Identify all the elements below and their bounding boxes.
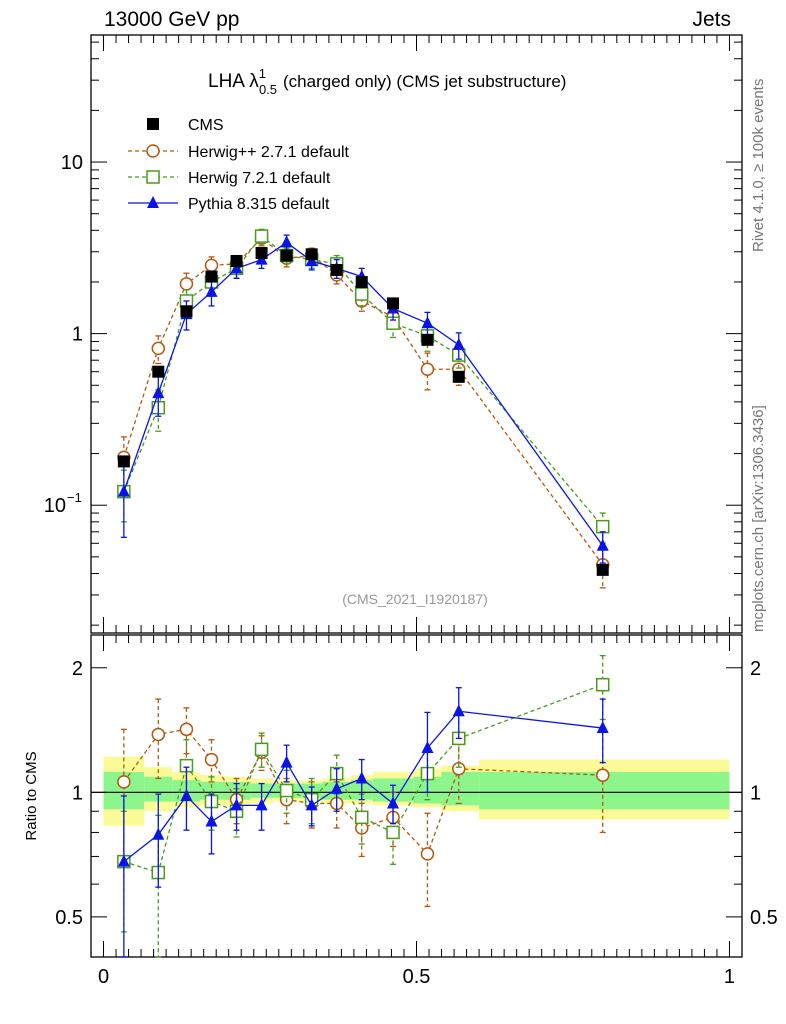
data-point — [305, 248, 318, 261]
legend-entry: Pythia 8.315 default — [128, 196, 330, 213]
title-sub: 0.5 — [259, 82, 277, 97]
data-point — [595, 519, 610, 534]
ratio-series-2 — [117, 687, 609, 958]
data-point — [330, 263, 343, 276]
ratio-y-tick-label: 0.5 — [55, 907, 83, 929]
data-point — [421, 316, 434, 329]
y-tick-label: 10 — [44, 495, 66, 517]
data-point — [205, 270, 218, 283]
ratio-data-point — [117, 775, 131, 789]
legend-marker — [146, 144, 160, 158]
ratio-data-point — [595, 768, 610, 782]
ratio-data-point — [179, 722, 194, 737]
title-sup: 1 — [259, 66, 266, 81]
ratio-data-point — [230, 798, 243, 811]
ratio-data-point — [152, 827, 165, 840]
legend-label: Herwig++ 2.7.1 default — [188, 144, 350, 161]
ratio-data-point — [204, 752, 219, 767]
data-point — [421, 333, 434, 346]
series-0 — [117, 247, 609, 576]
chart-title: LHA λ1 0.5 (charged only) (CMS jet substru… — [208, 66, 566, 97]
title-main: LHA λ — [208, 71, 259, 92]
data-point — [117, 455, 130, 468]
ratio-series-line — [123, 684, 603, 874]
data-point — [151, 341, 166, 356]
data-point — [255, 247, 268, 260]
legend-entry: Herwig++ 2.7.1 default — [128, 144, 350, 161]
ratio-data-point — [386, 825, 400, 840]
legend-marker — [147, 196, 159, 208]
ratio-data-point — [279, 783, 294, 798]
ratio-data-point — [355, 771, 368, 784]
ratio-data-point — [151, 727, 166, 742]
x-tick-label: 0 — [98, 966, 109, 988]
data-point — [254, 229, 269, 243]
data-point — [596, 563, 609, 576]
header-left: 13000 GeV pp — [104, 8, 240, 31]
ratio-data-point — [254, 742, 269, 757]
ratio-data-point — [255, 798, 268, 811]
ratio-data-point — [117, 854, 130, 867]
ratio-data-point — [387, 796, 400, 809]
ratio-panel: 0 0.5 1 2 2 1 1 0.5 0.5 Ratio to CMS — [23, 634, 778, 988]
data-point — [420, 362, 435, 376]
title-rest: (charged only) (CMS jet substructure) — [283, 72, 566, 91]
x-tick-label: 1 — [724, 966, 735, 988]
legend-entry: CMS — [147, 117, 224, 134]
legend-label: Pythia 8.315 default — [188, 196, 330, 213]
data-point — [387, 297, 400, 310]
data-point — [596, 538, 609, 551]
data-point — [230, 255, 243, 268]
data-point — [152, 365, 165, 378]
data-point — [452, 370, 465, 383]
data-point — [355, 275, 368, 288]
ratio-data-point — [280, 755, 293, 768]
ratio-data-point — [420, 847, 435, 861]
ratio-data-point — [305, 798, 318, 811]
data-point — [280, 235, 293, 248]
ratio-data-point — [596, 721, 609, 734]
data-point — [280, 249, 293, 262]
data-point — [452, 337, 465, 350]
ratio-y-tick-label-right: 0.5 — [750, 907, 778, 929]
legend-label: Herwig 7.2.1 default — [188, 170, 331, 187]
ratio-data-point — [205, 814, 218, 827]
x-tick-label: 0.5 — [403, 966, 431, 988]
data-point — [205, 284, 218, 297]
ratio-data-point — [595, 677, 610, 692]
y-tick-label: 1 — [72, 324, 83, 346]
data-point — [354, 287, 369, 301]
legend-marker — [147, 118, 159, 130]
ratio-y-tick-label: 2 — [72, 658, 83, 680]
ratio-data-point — [354, 810, 369, 825]
legend-entry: Herwig 7.2.1 default — [128, 170, 331, 187]
ratio-data-point — [330, 781, 343, 794]
ratio-y-label: Ratio to CMS — [23, 751, 40, 840]
ratio-data-point — [421, 740, 434, 753]
ratio-y-tick-label-right: 2 — [750, 658, 761, 680]
header-right: Jets — [692, 8, 731, 31]
data-point — [179, 277, 194, 291]
legend-marker — [146, 170, 160, 184]
ratio-y-tick-label-right: 1 — [750, 782, 761, 804]
data-point — [117, 484, 130, 497]
data-point — [180, 305, 193, 318]
y-tick-label: 10 — [61, 152, 83, 174]
data-point — [152, 386, 165, 399]
ratio-y-tick-label: 1 — [72, 782, 83, 804]
ratio-data-point — [180, 788, 193, 801]
analysis-watermark: (CMS_2021_I1920187) — [342, 591, 488, 607]
data-point — [204, 258, 219, 273]
legend-label: CMS — [188, 117, 224, 134]
y-tick-label-exp: −1 — [67, 490, 82, 505]
ratio-data-point — [452, 704, 465, 717]
series-3 — [117, 234, 609, 564]
data-point — [230, 261, 243, 274]
